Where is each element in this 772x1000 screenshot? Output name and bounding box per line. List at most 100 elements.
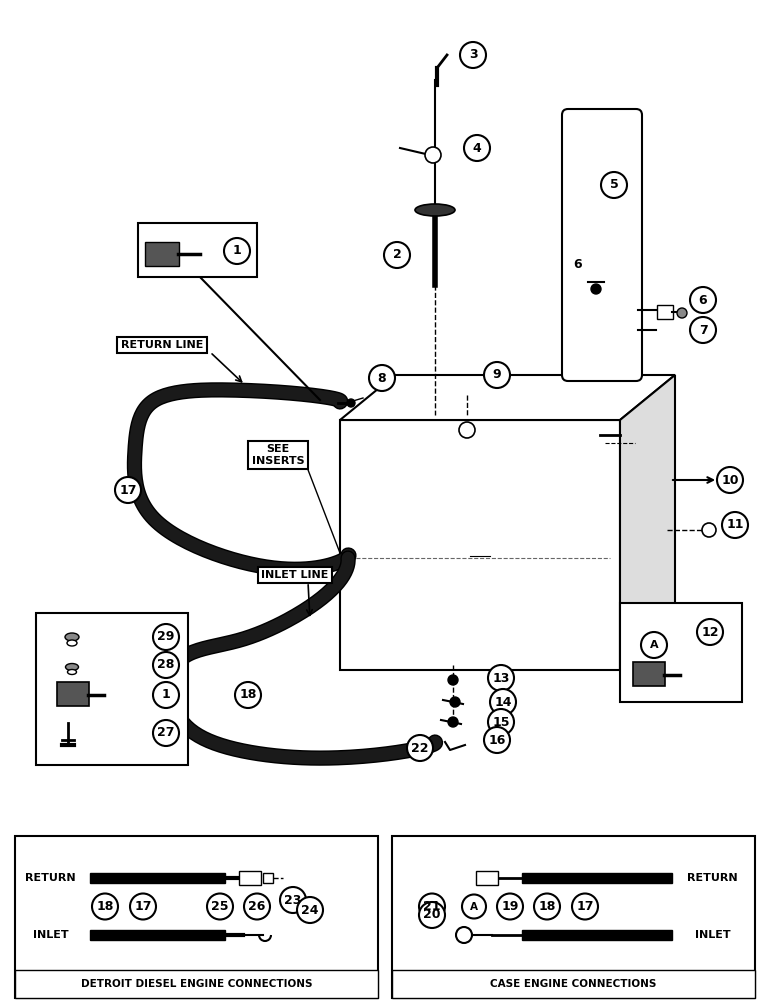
FancyBboxPatch shape bbox=[15, 970, 378, 998]
Text: 11: 11 bbox=[726, 518, 743, 532]
Text: 21: 21 bbox=[423, 900, 441, 913]
Text: 13: 13 bbox=[493, 672, 510, 684]
Text: 6: 6 bbox=[574, 258, 582, 271]
FancyBboxPatch shape bbox=[392, 836, 755, 998]
Circle shape bbox=[534, 894, 560, 920]
Circle shape bbox=[347, 399, 355, 407]
Text: 8: 8 bbox=[378, 371, 386, 384]
Text: 18: 18 bbox=[538, 900, 556, 913]
FancyBboxPatch shape bbox=[57, 682, 89, 706]
Text: RETURN: RETURN bbox=[25, 873, 76, 883]
Text: 12: 12 bbox=[701, 626, 719, 639]
Circle shape bbox=[448, 675, 458, 685]
Ellipse shape bbox=[65, 633, 79, 641]
Circle shape bbox=[601, 172, 627, 198]
Text: 10: 10 bbox=[721, 474, 739, 487]
Text: 19: 19 bbox=[501, 900, 519, 913]
FancyBboxPatch shape bbox=[657, 305, 673, 319]
Circle shape bbox=[448, 717, 458, 727]
Circle shape bbox=[153, 682, 179, 708]
Polygon shape bbox=[340, 420, 620, 670]
Circle shape bbox=[235, 682, 261, 708]
Circle shape bbox=[464, 135, 490, 161]
Text: 24: 24 bbox=[301, 904, 319, 916]
Text: 23: 23 bbox=[284, 894, 302, 906]
FancyBboxPatch shape bbox=[620, 603, 742, 702]
Text: CASE ENGINE CONNECTIONS: CASE ENGINE CONNECTIONS bbox=[490, 979, 657, 989]
Circle shape bbox=[641, 632, 667, 658]
Circle shape bbox=[677, 308, 687, 318]
Polygon shape bbox=[522, 873, 672, 883]
FancyBboxPatch shape bbox=[476, 871, 498, 885]
FancyBboxPatch shape bbox=[145, 242, 179, 266]
Ellipse shape bbox=[67, 670, 76, 674]
Text: INLET LINE: INLET LINE bbox=[261, 570, 329, 580]
Text: 16: 16 bbox=[489, 734, 506, 746]
Text: 26: 26 bbox=[249, 900, 266, 913]
Circle shape bbox=[92, 894, 118, 920]
Circle shape bbox=[384, 242, 410, 268]
Polygon shape bbox=[90, 930, 225, 940]
Text: A: A bbox=[470, 902, 478, 912]
Text: 18: 18 bbox=[96, 900, 113, 913]
Circle shape bbox=[591, 284, 601, 294]
Polygon shape bbox=[340, 375, 675, 420]
Circle shape bbox=[690, 287, 716, 313]
Text: RETURN: RETURN bbox=[687, 873, 737, 883]
Ellipse shape bbox=[66, 664, 79, 670]
Circle shape bbox=[297, 897, 323, 923]
Ellipse shape bbox=[415, 204, 455, 216]
FancyBboxPatch shape bbox=[138, 223, 257, 277]
FancyBboxPatch shape bbox=[562, 109, 642, 381]
Circle shape bbox=[130, 894, 156, 920]
Circle shape bbox=[153, 624, 179, 650]
Circle shape bbox=[153, 652, 179, 678]
Circle shape bbox=[115, 477, 141, 503]
Circle shape bbox=[419, 894, 445, 920]
Text: SEE
INSERTS: SEE INSERTS bbox=[252, 444, 304, 466]
FancyBboxPatch shape bbox=[36, 613, 188, 765]
Text: 1: 1 bbox=[161, 688, 171, 702]
Text: 28: 28 bbox=[157, 658, 174, 672]
Text: 14: 14 bbox=[494, 696, 512, 708]
Polygon shape bbox=[620, 375, 675, 670]
Circle shape bbox=[460, 42, 486, 68]
Text: 27: 27 bbox=[157, 726, 174, 740]
Circle shape bbox=[484, 362, 510, 388]
Text: INLET: INLET bbox=[695, 930, 730, 940]
FancyBboxPatch shape bbox=[15, 836, 378, 998]
Text: 7: 7 bbox=[699, 324, 707, 336]
Circle shape bbox=[153, 720, 179, 746]
Text: 20: 20 bbox=[423, 908, 441, 922]
Text: 15: 15 bbox=[493, 716, 510, 728]
Text: 5: 5 bbox=[610, 178, 618, 192]
Circle shape bbox=[419, 902, 445, 928]
Circle shape bbox=[497, 894, 523, 920]
Text: DETROIT DIESEL ENGINE CONNECTIONS: DETROIT DIESEL ENGINE CONNECTIONS bbox=[81, 979, 312, 989]
Polygon shape bbox=[90, 873, 225, 883]
Circle shape bbox=[244, 894, 270, 920]
Circle shape bbox=[462, 894, 486, 918]
Polygon shape bbox=[522, 930, 672, 940]
FancyBboxPatch shape bbox=[633, 662, 665, 686]
Text: 25: 25 bbox=[212, 900, 229, 913]
Circle shape bbox=[407, 735, 433, 761]
Circle shape bbox=[488, 709, 514, 735]
Text: 22: 22 bbox=[411, 742, 428, 754]
Circle shape bbox=[207, 894, 233, 920]
FancyBboxPatch shape bbox=[239, 871, 261, 885]
Circle shape bbox=[697, 619, 723, 645]
Text: RETURN LINE: RETURN LINE bbox=[120, 340, 203, 350]
Text: 17: 17 bbox=[576, 900, 594, 913]
Text: 1: 1 bbox=[232, 244, 242, 257]
Circle shape bbox=[488, 665, 514, 691]
Text: 6: 6 bbox=[699, 294, 707, 306]
Ellipse shape bbox=[425, 147, 441, 163]
Circle shape bbox=[484, 727, 510, 753]
Circle shape bbox=[717, 467, 743, 493]
Circle shape bbox=[224, 238, 250, 264]
Circle shape bbox=[490, 689, 516, 715]
Text: 18: 18 bbox=[239, 688, 256, 702]
Circle shape bbox=[572, 894, 598, 920]
FancyBboxPatch shape bbox=[263, 873, 273, 883]
